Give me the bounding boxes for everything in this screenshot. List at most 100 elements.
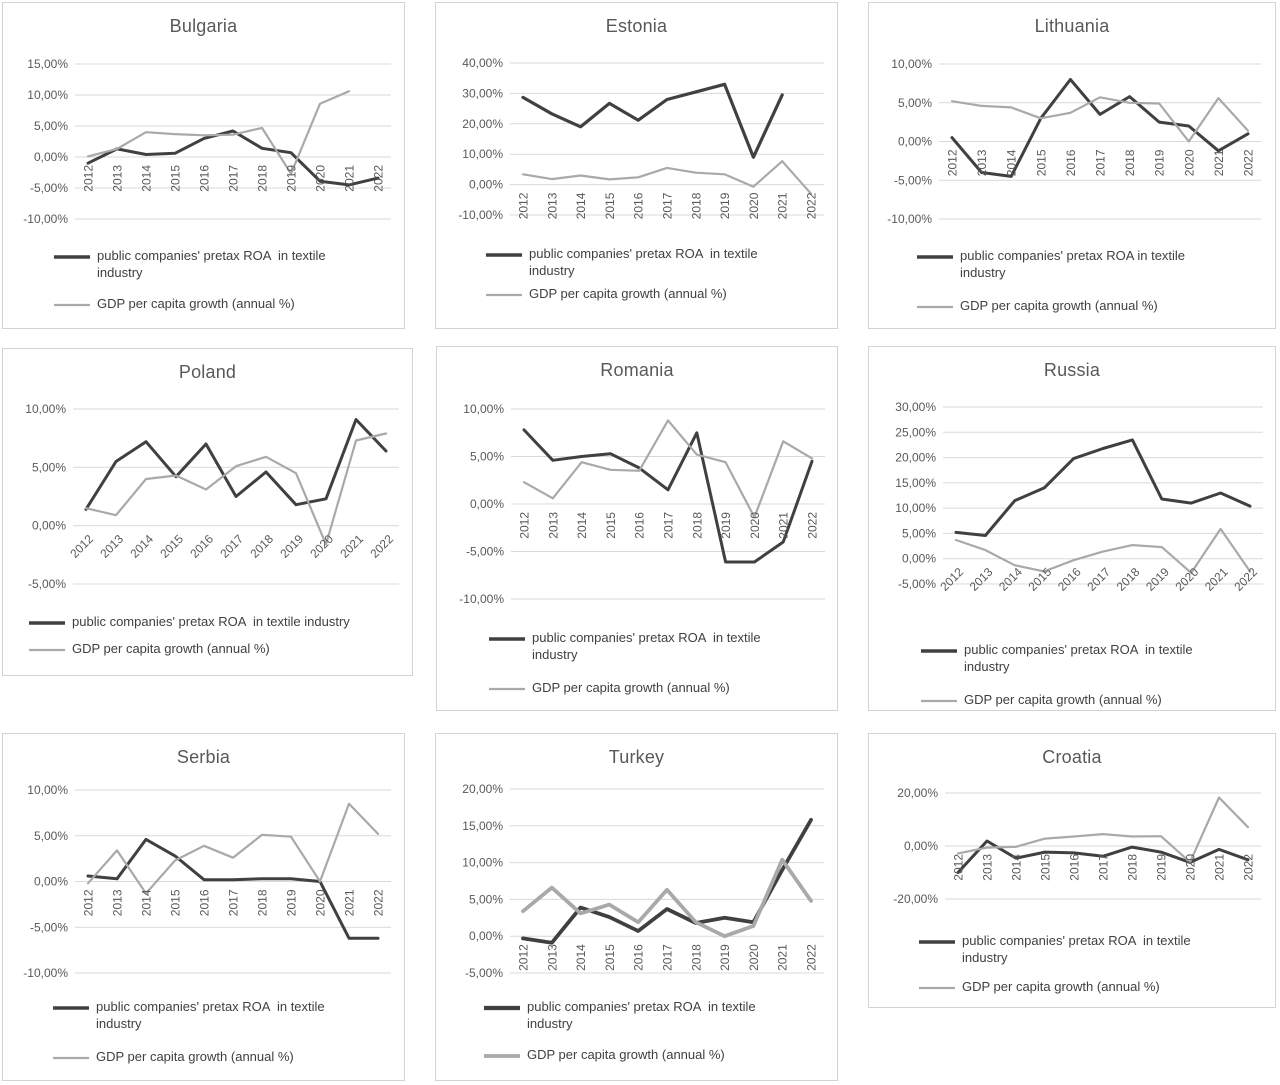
x-tick-label: 2016 <box>198 889 212 916</box>
x-tick-label: 2018 <box>689 944 703 971</box>
gdp-line <box>86 802 380 895</box>
x-tick-label: 2013 <box>967 565 996 594</box>
legend-label: public companies' pretax ROA in textile … <box>960 248 1186 281</box>
legend-label: GDP per capita growth (annual %) <box>72 641 270 657</box>
plot-area: 15,00% 10,00% 5,00% 0,00% -5,00% -10,00% 2012 2… <box>23 57 391 226</box>
x-tick-label: 2021 <box>776 192 790 219</box>
legend-label: public companies' pretax ROA in textile … <box>964 642 1193 675</box>
x-tick-label: 2020 <box>748 512 762 539</box>
y-tick-label: 15,00% <box>27 57 68 71</box>
x-tick-label: 2012 <box>518 512 532 539</box>
x-tick-label: 2012 <box>952 854 966 881</box>
x-tick-label: 2016 <box>633 512 647 539</box>
legend-item-roa: public companies' pretax ROA in textile … <box>484 998 837 1032</box>
x-tick-label: 2022 <box>1231 565 1260 594</box>
x-tick-label: 2016 <box>632 944 646 971</box>
legend: public companies' pretax ROA in textile … <box>869 247 1275 314</box>
y-tick-label: 0,00% <box>34 150 68 164</box>
chart-title: Romania <box>600 360 674 380</box>
chart-panel-turkey: Turkey 20,00% 15,00% 10,00% 5,00% 0,00% -5,00%… <box>435 733 838 1081</box>
gdp-line <box>521 160 813 195</box>
legend-label: public companies' pretax ROA in textile … <box>97 248 326 281</box>
legend: public companies' pretax ROA in textile … <box>3 998 404 1065</box>
roa-line <box>521 818 813 945</box>
plot-area: 10,00% 5,00% 0,00% -5,00% -10,00% 2012 2013 201… <box>459 402 825 606</box>
legend-label: public companies' pretax ROA in textile … <box>96 999 325 1032</box>
roa-line <box>521 82 784 159</box>
roa-line <box>86 129 380 187</box>
y-tick-label: -5,00% <box>898 577 936 591</box>
y-tick-label: -5,00% <box>894 173 932 187</box>
gdp-line <box>522 419 814 519</box>
x-tick-label: 2014 <box>140 889 154 916</box>
x-tick-label: 2015 <box>603 944 617 971</box>
x-tick-label: 2019 <box>285 889 299 916</box>
y-tick-label: 5,00% <box>34 829 68 843</box>
plot-area: 30,00% 25,00% 20,00% 15,00% 10,00% 5,00% 0,00%… <box>895 400 1263 594</box>
x-tick-label: 2021 <box>1212 149 1226 176</box>
roa-line-sample-icon <box>489 637 525 641</box>
x-tick-label: 2012 <box>82 165 96 192</box>
y-tick-label: 0,00% <box>469 178 503 192</box>
legend-label: public companies' pretax ROA in textile … <box>529 246 758 279</box>
x-tick-label: 2017 <box>227 889 241 916</box>
y-tick-label: 10,00% <box>462 147 503 161</box>
chart-panel-croatia: Croatia 20,00% 0,00% -20,00% 2012 2013 2014 201… <box>868 733 1276 1008</box>
legend-item-gdp: GDP per capita growth (annual %) <box>917 297 1275 314</box>
y-tick-label: 30,00% <box>462 86 503 100</box>
legend: public companies' pretax ROA in textile … <box>436 998 837 1063</box>
y-tick-label: 5,00% <box>469 892 503 906</box>
roa-line <box>86 837 380 940</box>
x-tick-label: 2015 <box>169 165 183 192</box>
x-tick-label: 2018 <box>256 165 270 192</box>
y-tick-label: 5,00% <box>898 96 932 110</box>
y-tick-label: 20,00% <box>462 117 503 131</box>
legend: public companies' pretax ROA in textile … <box>869 932 1275 995</box>
plot-area: 40,00% 30,00% 20,00% 10,00% 0,00% -10,00% 2012… <box>458 56 824 222</box>
chart-panel-romania: Romania 10,00% 5,00% 0,00% -5,00% -10,00% 2012… <box>436 346 838 711</box>
legend-label: public companies' pretax ROA in textile … <box>532 630 761 663</box>
legend-label: GDP per capita growth (annual %) <box>960 298 1158 314</box>
x-tick-label: 2020 <box>314 165 328 192</box>
x-tick-label: 2022 <box>367 532 396 561</box>
y-tick-label: 0,00% <box>904 839 938 853</box>
roa-line <box>950 78 1250 178</box>
plot-area: 20,00% 0,00% -20,00% 2012 2013 2014 2015 2016 20… <box>893 786 1261 906</box>
x-tick-label: 2019 <box>1155 854 1169 881</box>
x-tick-label: 2014 <box>1005 149 1019 176</box>
x-tick-label: 2019 <box>277 532 306 561</box>
gdp-line <box>86 90 351 175</box>
y-tick-label: 0,00% <box>34 875 68 889</box>
x-tick-label: 2012 <box>67 532 96 561</box>
x-tick-label: 2014 <box>996 565 1025 594</box>
x-tick-label: 2016 <box>198 165 212 192</box>
y-tick-label: -10,00% <box>23 212 68 226</box>
gdp-line-sample-icon <box>484 1054 520 1059</box>
legend-item-gdp: GDP per capita growth (annual %) <box>919 978 1275 995</box>
x-tick-label: 2018 <box>689 192 703 219</box>
gdp-line-sample-icon <box>919 987 955 990</box>
y-tick-label: 5,00% <box>470 450 504 464</box>
x-tick-label: 2021 <box>776 944 790 971</box>
legend: public companies' pretax ROA in textile … <box>437 629 837 696</box>
x-tick-label: 2014 <box>140 165 154 192</box>
y-tick-label: 20,00% <box>895 451 936 465</box>
x-tick-label: 2015 <box>1034 149 1048 176</box>
legend-item-roa: public companies' pretax ROA in textile … <box>489 629 837 663</box>
legend-label: GDP per capita growth (annual %) <box>964 692 1162 708</box>
x-tick-label: 2022 <box>806 512 820 539</box>
legend-item-roa: public companies' pretax ROA in textile … <box>919 932 1275 966</box>
legend-item-gdp: GDP per capita growth (annual %) <box>484 1046 837 1063</box>
y-tick-label: 20,00% <box>897 786 938 800</box>
x-tick-label: 2013 <box>981 854 995 881</box>
legend-label: public companies' pretax ROA in textile … <box>962 933 1191 966</box>
legend-item-roa: public companies' pretax ROA in textile … <box>54 247 404 281</box>
y-tick-label: 40,00% <box>462 56 503 70</box>
y-tick-label: -5,00% <box>28 577 66 591</box>
y-tick-label: 10,00% <box>891 57 932 71</box>
x-tick-label: 2018 <box>1114 565 1143 594</box>
x-tick-label: 2019 <box>719 512 733 539</box>
x-tick-label: 2016 <box>1068 854 1082 881</box>
x-tick-label: 2020 <box>307 532 336 561</box>
x-tick-label: 2022 <box>372 889 386 916</box>
